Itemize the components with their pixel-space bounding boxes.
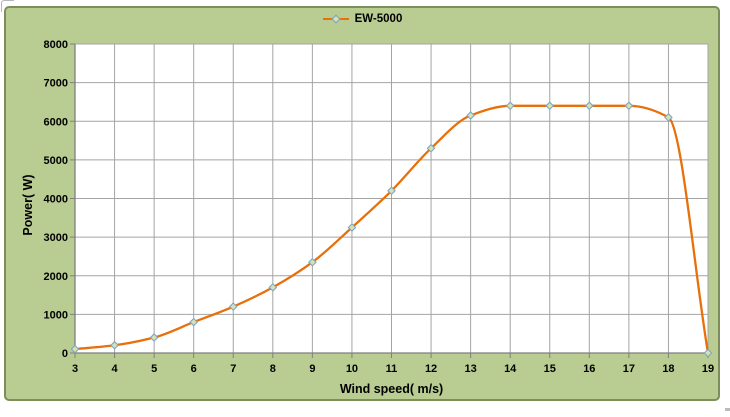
legend-series-label: EW-5000	[354, 13, 403, 25]
y-tick-label: 3000	[44, 232, 68, 244]
y-tick-label: 2000	[44, 271, 68, 283]
data-point-marker[interactable]	[545, 101, 555, 111]
chart-legend[interactable]: EW-5000	[6, 10, 718, 28]
data-point-marker[interactable]	[347, 223, 357, 232]
data-point-marker[interactable]	[387, 186, 396, 196]
data-point-marker[interactable]	[228, 302, 238, 312]
y-tick-label: 1000	[44, 309, 68, 321]
spreadsheet-cell-corner-icon	[1, 0, 14, 12]
y-tick-label: 0	[62, 348, 68, 360]
y-tick-label: 5000	[44, 155, 68, 167]
x-tick-label: 13	[465, 363, 477, 375]
x-axis-title: Wind speed( m/s)	[339, 382, 444, 396]
data-point-marker[interactable]	[268, 282, 278, 292]
x-tick-label: 12	[425, 363, 437, 375]
x-tick-label: 16	[583, 363, 595, 375]
data-point-marker[interactable]	[624, 101, 634, 111]
y-tick-label: 4000	[44, 194, 68, 206]
y-tick-label: 7000	[44, 78, 68, 90]
data-point-marker[interactable]	[426, 143, 436, 153]
x-tick-label: 5	[151, 363, 157, 375]
data-point-marker[interactable]	[149, 333, 159, 342]
x-tick-label: 10	[346, 363, 358, 375]
x-tick-label: 19	[702, 363, 714, 375]
y-tick-label: 8000	[44, 39, 68, 51]
data-point-marker[interactable]	[664, 113, 673, 122]
data-point-marker[interactable]	[505, 101, 515, 111]
data-point-marker[interactable]	[584, 101, 594, 111]
data-point-marker[interactable]	[70, 344, 80, 354]
x-tick-label: 3	[72, 363, 78, 375]
screen-artifact-icon	[725, 408, 730, 411]
x-tick-label: 14	[504, 363, 517, 375]
data-point-marker[interactable]	[189, 317, 199, 327]
x-tick-label: 11	[386, 363, 398, 375]
y-tick-label: 6000	[44, 116, 68, 128]
x-tick-label: 8	[270, 363, 276, 375]
plot-canvas: 3 4 5 6 7 8 9 10 11 12 13 14 15 16 17 18 19 0 1000 2000 3000…	[44, 39, 715, 375]
x-tick-label: 9	[309, 363, 315, 375]
x-tick-label: 6	[191, 363, 197, 375]
chart-area[interactable]: 3 4 5 6 7 8 9 10 11 12 13 14 15 16 17 18 19 0 1000 2000 3000…	[4, 6, 720, 401]
data-point-marker[interactable]	[307, 257, 317, 267]
x-tick-label: 7	[230, 363, 236, 375]
legend-series-marker-icon	[322, 14, 349, 24]
y-axis-title: Power( W)	[21, 174, 35, 236]
data-point-marker[interactable]	[110, 340, 119, 350]
x-tick-label: 17	[623, 363, 635, 375]
x-tick-label: 15	[544, 363, 556, 375]
data-point-marker[interactable]	[466, 111, 476, 120]
data-point-marker[interactable]	[703, 348, 713, 358]
x-tick-label: 18	[662, 363, 674, 375]
x-tick-label: 4	[112, 363, 119, 375]
